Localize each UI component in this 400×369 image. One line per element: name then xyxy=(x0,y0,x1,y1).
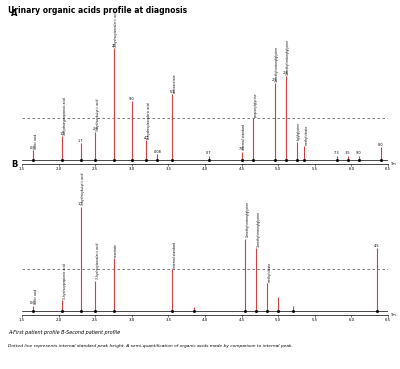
Text: aconitate: aconitate xyxy=(114,243,118,257)
Text: lactic acid: lactic acid xyxy=(34,289,38,304)
Text: 5.5: 5.5 xyxy=(169,90,175,94)
Text: 2.9: 2.9 xyxy=(92,127,98,131)
Text: A: A xyxy=(11,9,18,18)
Text: 3-hydroxyisovaleric acid: 3-hydroxyisovaleric acid xyxy=(114,10,118,47)
Text: 8.0: 8.0 xyxy=(378,143,384,147)
Text: 1.7: 1.7 xyxy=(78,138,83,142)
Text: 0.6: 0.6 xyxy=(30,301,36,305)
Text: lactic acid: lactic acid xyxy=(34,134,38,149)
Text: 3-hydroxybutyric acid: 3-hydroxybutyric acid xyxy=(81,173,85,205)
Text: 2.5: 2.5 xyxy=(272,79,277,82)
Text: Tm: Tm xyxy=(390,313,396,317)
Text: 9.0: 9.0 xyxy=(129,97,135,101)
Text: A-First patient profile B-Second patient profile: A-First patient profile B-Second patient… xyxy=(8,330,120,335)
Text: propionylglycine: propionylglycine xyxy=(253,92,257,117)
Text: 0.08: 0.08 xyxy=(154,150,161,154)
Text: internal standard: internal standard xyxy=(173,242,177,268)
Text: 7.3: 7.3 xyxy=(334,151,340,155)
Text: B-hydroxyisovaleric acid: B-hydroxyisovaleric acid xyxy=(147,103,151,139)
Text: methylcitrate: methylcitrate xyxy=(268,262,272,282)
Text: 0.7: 0.7 xyxy=(206,151,212,155)
Text: 3-methylcrotonylglycine: 3-methylcrotonylglycine xyxy=(286,39,290,75)
Text: 3-methylcrotonylglycine: 3-methylcrotonylglycine xyxy=(246,201,250,237)
Text: 4.7: 4.7 xyxy=(144,136,149,140)
Text: 3-methylcrotonylglycine: 3-methylcrotonylglycine xyxy=(275,46,279,82)
Text: 3-Hydroxypropionoic acid: 3-Hydroxypropionoic acid xyxy=(63,97,67,135)
Text: 9.0: 9.0 xyxy=(356,151,362,155)
Text: 3-hydroxyisovaleric acid: 3-hydroxyisovaleric acid xyxy=(96,243,100,279)
Text: 1.8: 1.8 xyxy=(60,132,65,135)
Text: 3-hydroxypropionic acid: 3-hydroxypropionic acid xyxy=(63,263,67,299)
Text: 25: 25 xyxy=(111,44,116,48)
Text: 3-methylcrotonylglycine: 3-methylcrotonylglycine xyxy=(257,211,261,247)
Text: 2.8: 2.8 xyxy=(283,72,288,76)
Text: 0.8: 0.8 xyxy=(30,145,36,149)
Text: 4.5: 4.5 xyxy=(374,244,380,248)
Text: internal standard: internal standard xyxy=(242,124,246,150)
Text: acetoacetate: acetoacetate xyxy=(173,73,177,93)
Text: B: B xyxy=(11,160,17,169)
Text: 7.6: 7.6 xyxy=(239,147,244,151)
Text: 1.7: 1.7 xyxy=(78,202,83,206)
Text: Tm: Tm xyxy=(390,162,396,166)
Text: Dotted line represents internal standard peak height. A semi-quantification of o: Dotted line represents internal standard… xyxy=(8,344,293,348)
Text: Urinary organic acids profile at diagnosis: Urinary organic acids profile at diagnos… xyxy=(8,6,187,14)
Text: 3-hydroxybutyric acid: 3-hydroxybutyric acid xyxy=(96,98,100,131)
Text: methylcitrate: methylcitrate xyxy=(304,124,308,145)
Text: 3.5: 3.5 xyxy=(345,151,350,155)
Text: tiglylglycine: tiglylglycine xyxy=(297,123,301,141)
